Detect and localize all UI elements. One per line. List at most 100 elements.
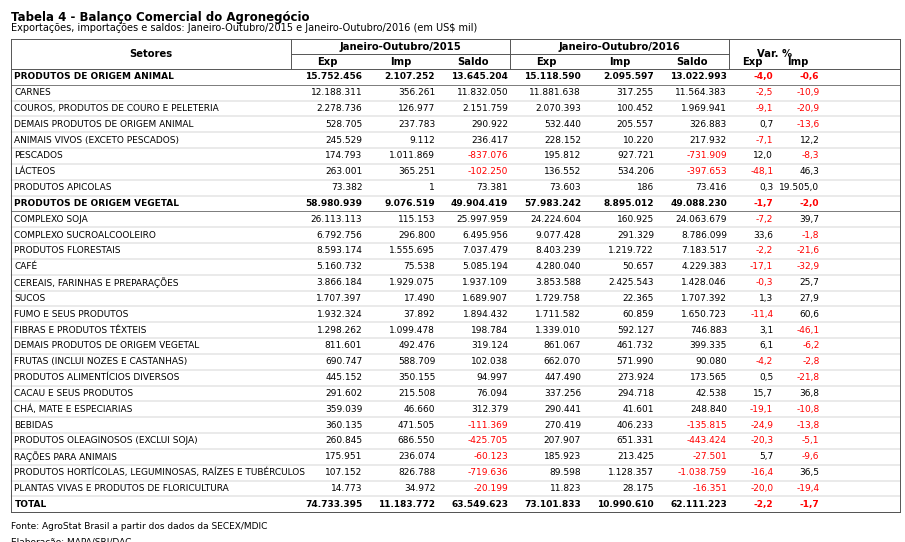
- Text: -20,0: -20,0: [750, 484, 773, 493]
- Text: -7,1: -7,1: [756, 136, 773, 145]
- Text: -32,9: -32,9: [796, 262, 820, 271]
- Text: 8.593.174: 8.593.174: [317, 247, 362, 255]
- Text: 50.657: 50.657: [623, 262, 654, 271]
- Text: Imp: Imp: [609, 57, 630, 67]
- Text: Saldo: Saldo: [458, 57, 490, 67]
- Text: 46,3: 46,3: [800, 167, 820, 176]
- Text: 1.894.432: 1.894.432: [462, 310, 508, 319]
- Text: 73.381: 73.381: [477, 183, 508, 192]
- Text: 175.951: 175.951: [325, 452, 362, 461]
- Text: Janeiro-Outubro/2016: Janeiro-Outubro/2016: [558, 42, 681, 51]
- Text: 592.127: 592.127: [617, 326, 654, 334]
- Text: DEMAIS PRODUTOS DE ORIGEM VEGETAL: DEMAIS PRODUTOS DE ORIGEM VEGETAL: [14, 341, 200, 351]
- Text: 186: 186: [637, 183, 654, 192]
- Text: 5.085.194: 5.085.194: [462, 262, 508, 271]
- Text: 76.094: 76.094: [477, 389, 508, 398]
- Text: 10.220: 10.220: [623, 136, 654, 145]
- Text: 5.160.732: 5.160.732: [317, 262, 362, 271]
- Text: CEREAIS, FARINHAS E PREPARAÇÕES: CEREAIS, FARINHAS E PREPARAÇÕES: [14, 277, 179, 288]
- Text: PESCADOS: PESCADOS: [14, 151, 63, 160]
- Text: 42.538: 42.538: [696, 389, 727, 398]
- Text: 73.603: 73.603: [549, 183, 581, 192]
- Text: 185.923: 185.923: [544, 452, 581, 461]
- Text: -1,7: -1,7: [754, 199, 773, 208]
- Text: 24.224.604: 24.224.604: [530, 215, 581, 224]
- Text: -1,7: -1,7: [800, 500, 820, 509]
- Text: -2,2: -2,2: [754, 500, 773, 509]
- Text: 4.229.383: 4.229.383: [681, 262, 727, 271]
- Text: 60,6: 60,6: [799, 310, 820, 319]
- Text: -0,6: -0,6: [800, 72, 820, 81]
- Text: 248.840: 248.840: [690, 405, 727, 414]
- Text: -20.199: -20.199: [473, 484, 508, 493]
- Text: Var. %: Var. %: [757, 49, 793, 59]
- Text: 25,7: 25,7: [800, 278, 820, 287]
- Text: DEMAIS PRODUTOS DE ORIGEM ANIMAL: DEMAIS PRODUTOS DE ORIGEM ANIMAL: [14, 120, 194, 129]
- Text: 270.419: 270.419: [544, 421, 581, 430]
- Text: 33,6: 33,6: [753, 230, 773, 240]
- Text: 126.977: 126.977: [398, 104, 435, 113]
- Text: -13,6: -13,6: [796, 120, 820, 129]
- Text: Exp: Exp: [318, 57, 338, 67]
- Text: 13.645.204: 13.645.204: [452, 72, 508, 81]
- Text: 11.564.383: 11.564.383: [675, 88, 727, 97]
- Text: 9.077.428: 9.077.428: [536, 230, 581, 240]
- Text: 8.786.099: 8.786.099: [681, 230, 727, 240]
- Text: 12,2: 12,2: [800, 136, 820, 145]
- Text: TOTAL: TOTAL: [14, 500, 47, 509]
- Text: -731.909: -731.909: [686, 151, 727, 160]
- Text: 74.733.395: 74.733.395: [305, 500, 362, 509]
- Text: CHÁ, MATE E ESPECIARIAS: CHÁ, MATE E ESPECIARIAS: [14, 404, 133, 414]
- Text: -20,9: -20,9: [796, 104, 820, 113]
- Text: 746.883: 746.883: [690, 326, 727, 334]
- Text: CARNES: CARNES: [14, 88, 52, 97]
- Text: 15.752.456: 15.752.456: [305, 72, 362, 81]
- Text: -16.351: -16.351: [692, 484, 727, 493]
- Text: PRODUTOS OLEAGINOSOS (EXCLUI SOJA): PRODUTOS OLEAGINOSOS (EXCLUI SOJA): [14, 436, 198, 446]
- Text: -48,1: -48,1: [750, 167, 773, 176]
- Text: 1.339.010: 1.339.010: [535, 326, 581, 334]
- Text: PRODUTOS HORTÍCOLAS, LEGUMINOSAS, RAÍZES E TUBÉRCULOS: PRODUTOS HORTÍCOLAS, LEGUMINOSAS, RAÍZES…: [14, 468, 306, 478]
- Text: 160.925: 160.925: [617, 215, 654, 224]
- Text: 1.555.695: 1.555.695: [389, 247, 435, 255]
- Text: 350.155: 350.155: [398, 373, 435, 382]
- Text: 1: 1: [430, 183, 435, 192]
- Text: 102.038: 102.038: [471, 357, 508, 366]
- Text: 571.990: 571.990: [616, 357, 654, 366]
- Text: 273.924: 273.924: [617, 373, 654, 382]
- Text: -837.076: -837.076: [468, 151, 508, 160]
- Text: -17,1: -17,1: [750, 262, 773, 271]
- Text: 9.112: 9.112: [409, 136, 435, 145]
- Text: 15,7: 15,7: [753, 389, 773, 398]
- Text: 296.800: 296.800: [398, 230, 435, 240]
- Text: -397.653: -397.653: [686, 167, 727, 176]
- Text: 1.650.723: 1.650.723: [681, 310, 727, 319]
- Text: 2.095.597: 2.095.597: [604, 72, 654, 81]
- Text: 236.417: 236.417: [471, 136, 508, 145]
- Text: 195.812: 195.812: [544, 151, 581, 160]
- Text: COUROS, PRODUTOS DE COURO E PELETERIA: COUROS, PRODUTOS DE COURO E PELETERIA: [14, 104, 219, 113]
- Text: 5,7: 5,7: [759, 452, 773, 461]
- Text: 9.076.519: 9.076.519: [385, 199, 435, 208]
- Text: 12,0: 12,0: [753, 151, 773, 160]
- Text: -443.424: -443.424: [687, 436, 727, 446]
- Text: 1.729.758: 1.729.758: [535, 294, 581, 303]
- Text: Exportações, importações e saldos: Janeiro-Outubro/2015 e Janeiro-Outubro/2016 (: Exportações, importações e saldos: Janei…: [11, 23, 477, 33]
- Text: 11.823: 11.823: [549, 484, 581, 493]
- Text: -24,9: -24,9: [750, 421, 773, 430]
- Text: 532.440: 532.440: [544, 120, 581, 129]
- Text: 46.660: 46.660: [404, 405, 435, 414]
- Text: -60.123: -60.123: [473, 452, 508, 461]
- Text: Saldo: Saldo: [677, 57, 708, 67]
- Text: 94.997: 94.997: [477, 373, 508, 382]
- Text: PRODUTOS DE ORIGEM ANIMAL: PRODUTOS DE ORIGEM ANIMAL: [14, 72, 175, 81]
- Text: ANIMAIS VIVOS (EXCETO PESCADOS): ANIMAIS VIVOS (EXCETO PESCADOS): [14, 136, 179, 145]
- Text: 492.476: 492.476: [398, 341, 435, 351]
- Text: 290.441: 290.441: [544, 405, 581, 414]
- Text: 588.709: 588.709: [398, 357, 435, 366]
- Text: 63.549.623: 63.549.623: [451, 500, 508, 509]
- Text: SUCOS: SUCOS: [14, 294, 46, 303]
- Text: 471.505: 471.505: [398, 421, 435, 430]
- Text: 174.793: 174.793: [325, 151, 362, 160]
- Text: -111.369: -111.369: [468, 421, 508, 430]
